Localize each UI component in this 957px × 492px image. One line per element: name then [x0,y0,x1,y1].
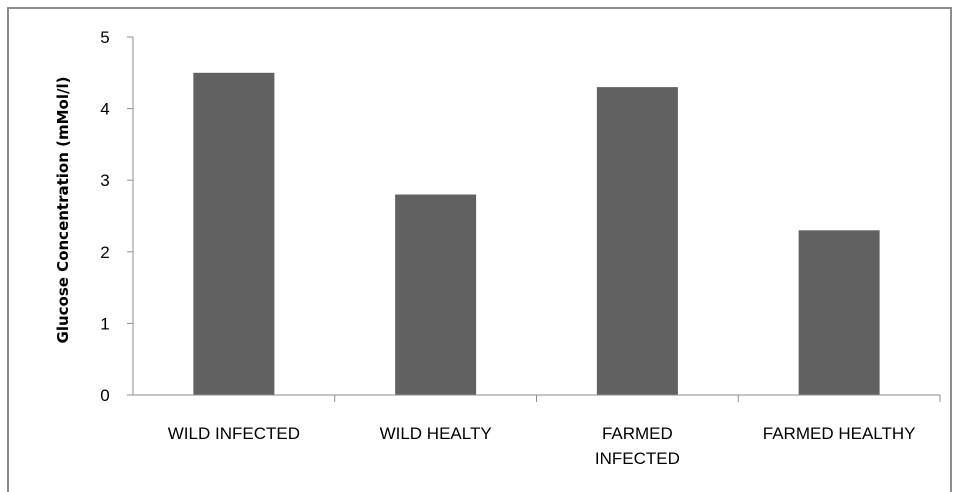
bar [798,230,880,395]
bar [395,194,477,395]
chart-frame [7,7,952,492]
bar [193,72,275,396]
x-tick-label: FARMED [602,424,673,443]
x-tick-label: WILD HEALTY [380,424,492,443]
y-axis: 0 1 2 3 4 5 [100,28,134,405]
y-tick-label: 0 [100,386,109,405]
x-axis-labels: WILD INFECTED WILD HEALTY FARMED INFECTED FA… [168,424,916,468]
y-axis-title: Glucose Concentration (mMol/l) [54,77,72,344]
x-tick-label: WILD INFECTED [168,424,300,443]
y-tick-label: 3 [100,171,109,190]
y-tick-label: 2 [100,243,109,262]
bar [596,87,678,396]
y-tick-label: 1 [100,314,109,333]
x-tick-label: INFECTED [595,449,680,468]
y-tick-label: 5 [100,28,109,47]
x-axis [127,394,941,402]
x-tick-label: FARMED HEALTHY [763,424,916,443]
bars [193,72,880,396]
y-tick-label: 4 [100,100,109,119]
